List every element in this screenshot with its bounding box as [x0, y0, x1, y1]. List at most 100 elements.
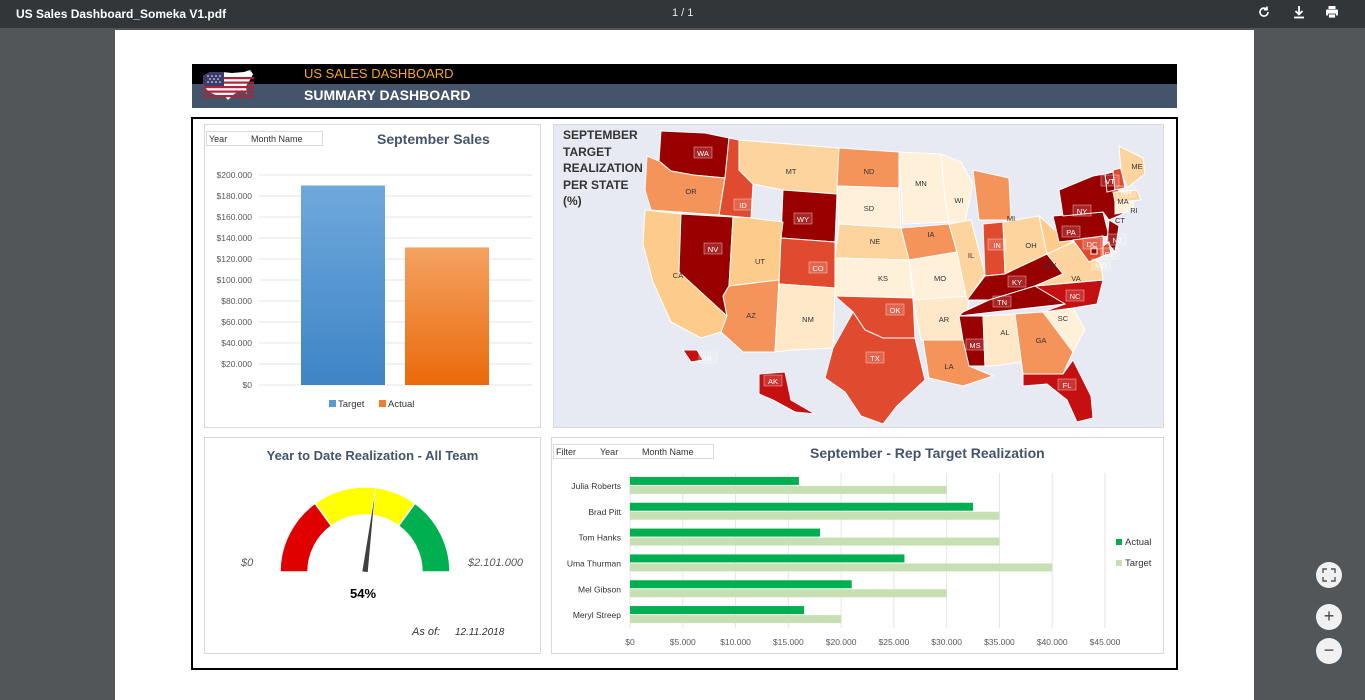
sales-chart-title: September Sales: [377, 131, 490, 147]
print-icon[interactable]: [1323, 5, 1341, 23]
state-label-mi: MI: [1007, 214, 1015, 223]
gauge-max-label: $2.101.000: [468, 557, 524, 569]
y-tick-label: $0: [243, 380, 253, 390]
x-tick-label: $20.000: [826, 637, 857, 647]
sales-slicer[interactable]: Year Month Name: [206, 131, 323, 146]
fit-page-icon[interactable]: [1316, 562, 1342, 588]
category-label: Julia Roberts: [571, 481, 621, 491]
bar-target: [630, 589, 947, 598]
state-label-box: [793, 212, 813, 225]
state-code: MD: [1095, 261, 1107, 270]
state-label-sd: SD: [864, 204, 875, 213]
page-indicator: 1 / 1: [672, 7, 694, 19]
zoom-in-icon[interactable]: +: [1316, 604, 1342, 630]
state-label-ne: NE: [870, 237, 880, 246]
state-label-or: OR: [685, 187, 697, 196]
state-label-nj: NJ: [1107, 233, 1127, 246]
rep-chart-title: September - Rep Target Realization: [810, 445, 1045, 461]
map-title-line: PER STATE: [563, 177, 629, 192]
state-code: DE: [1105, 250, 1115, 259]
state-code: RI: [1130, 206, 1138, 215]
gauge-segment-green: [397, 502, 451, 573]
map-title-line: SEPTEMBER: [563, 128, 638, 142]
rep-slicer[interactable]: Filter Year Month Name: [553, 444, 714, 459]
x-tick-label: $25.000: [879, 637, 910, 647]
y-tick-label: $120.000: [217, 254, 253, 264]
us-state-map: WA OR CA ID NV MT WY UT AZ CO NM ND SD NE KS OK TX MN IA MO…: [642, 130, 1146, 425]
legend-label: Target: [1125, 558, 1152, 569]
bar-actual: [405, 247, 489, 385]
state-label-al: AL: [1000, 328, 1009, 337]
x-tick-label: $40.000: [1037, 637, 1068, 647]
state-code: CA: [673, 271, 683, 280]
state-label-nv: NV: [703, 242, 723, 255]
asof-date: 12.11.2018: [455, 627, 505, 638]
state-code: NH: [1121, 188, 1132, 197]
state-code: NJ: [1112, 236, 1121, 245]
gauge-segment-yellow: [313, 486, 417, 527]
state-label-box: [1091, 258, 1111, 271]
state-code: CT: [1115, 216, 1125, 225]
y-tick-label: $200.000: [217, 170, 253, 180]
state-nm: [774, 283, 836, 353]
state-label-box: [1057, 378, 1077, 391]
file-title: US Sales Dashboard_Someka V1.pdf: [16, 7, 227, 21]
bar-target: [630, 537, 1000, 546]
pdf-toolbar: US Sales Dashboard_Someka V1.pdf 1 / 1: [0, 0, 1365, 28]
state-label-ar: AR: [939, 315, 950, 324]
y-tick-label: $160.000: [217, 212, 253, 222]
y-tick-label: $80.000: [221, 296, 252, 306]
state-code: SC: [1058, 314, 1069, 323]
state-label-wi: WI: [954, 196, 963, 205]
state-code: NV: [708, 245, 718, 254]
state-ga: [1014, 311, 1074, 375]
dashboard-frame: [191, 117, 1178, 670]
gauge-title: Year to Date Realization - All Team: [266, 448, 479, 463]
state-code: ID: [739, 201, 747, 210]
state-label-va: VA: [1071, 274, 1080, 283]
x-tick-label: $10.000: [720, 637, 751, 647]
download-icon[interactable]: [1290, 5, 1308, 23]
legend-swatch: [1116, 560, 1122, 566]
x-tick-label: $30.000: [931, 637, 962, 647]
zoom-out-icon[interactable]: −: [1316, 638, 1342, 664]
state-label-ga: GA: [1036, 336, 1047, 345]
state-code: ND: [864, 167, 875, 176]
state-ma: [1112, 189, 1142, 203]
legend-swatch: [1116, 539, 1122, 545]
state-code: GA: [1036, 336, 1047, 345]
state-code: MA: [1117, 197, 1128, 206]
slicer-month[interactable]: Month Name: [251, 134, 303, 144]
state-code: MT: [786, 167, 797, 176]
state-label-ms: MS: [965, 338, 985, 351]
state-dc: [1090, 247, 1098, 255]
rotate-icon[interactable]: [1255, 5, 1273, 23]
state-label-box: [1072, 204, 1092, 217]
state-label-ct: CT: [1115, 216, 1125, 225]
state-code: VA: [1071, 274, 1080, 283]
state-nj: [1106, 219, 1120, 254]
bar-target: [630, 485, 947, 494]
state-label-box: [1082, 237, 1102, 250]
state-code: KY: [1012, 278, 1022, 287]
state-code: NE: [870, 237, 880, 246]
state-al: [982, 313, 1024, 367]
slicer-year[interactable]: Year: [209, 134, 228, 144]
bar-target: [630, 563, 1053, 572]
legend-label: Actual: [1125, 537, 1151, 548]
state-label-oh: OH: [1025, 241, 1036, 250]
state-label-box: [965, 338, 985, 351]
slicer-year[interactable]: Year: [600, 447, 619, 457]
state-label-box: [763, 374, 783, 387]
state-code: WV: [1044, 261, 1056, 270]
state-label-box: [808, 261, 828, 274]
state-ms: [958, 315, 986, 367]
state-label-co: CO: [808, 261, 828, 274]
state-code: NM: [802, 315, 814, 324]
state-label-ky: KY: [1007, 275, 1027, 288]
rep-chart: $0 $5.000 $10.000 $15.000 $20.000 $25.000 $30.…: [567, 473, 1152, 647]
category-label: Uma Thurman: [567, 558, 621, 568]
bar-actual: [630, 554, 905, 563]
slicer-filter[interactable]: Filter: [556, 447, 576, 457]
slicer-month[interactable]: Month Name: [642, 447, 694, 457]
